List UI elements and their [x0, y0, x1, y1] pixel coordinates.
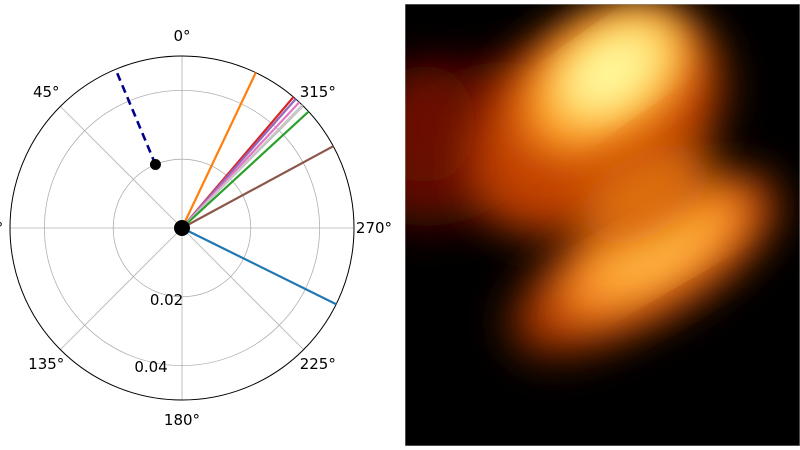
- series-line: [181, 227, 337, 306]
- theta-tick-label: 45°: [33, 83, 60, 101]
- heatmap-image: [405, 4, 800, 446]
- theta-tick-label: 225°: [300, 355, 336, 373]
- heatmap-blob: [570, 41, 650, 107]
- series-line: [181, 72, 257, 229]
- theta-tick-label: 315°: [300, 83, 336, 101]
- series-line: [114, 68, 157, 166]
- r-tick-label: 0.04: [134, 358, 167, 376]
- theta-gridline: [60, 227, 183, 350]
- theta-tick-label: 135°: [28, 355, 64, 373]
- series-line: [181, 104, 304, 229]
- r-gridline: [112, 158, 252, 298]
- r-gridline: [43, 89, 321, 367]
- theta-tick-label: 270°: [356, 219, 392, 237]
- heatmap-blob: [405, 64, 475, 184]
- heatmap-blob: [601, 213, 709, 285]
- polar-frame: [9, 55, 355, 401]
- data-point: [174, 220, 190, 236]
- series-line: [181, 110, 310, 229]
- theta-gridline: [181, 227, 304, 350]
- theta-tick-label: 0°: [173, 27, 190, 45]
- heatmap-blob: [581, 144, 709, 244]
- r-tick-label: 0.02: [150, 291, 183, 309]
- theta-tick-label: 180°: [164, 411, 200, 429]
- theta-gridline: [60, 106, 183, 229]
- polar-chart: 0° 45° 90° 135° 180° 225° 270° 315° 0.02 0.04: [0, 27, 392, 429]
- series-line: [181, 145, 334, 229]
- theta-tick-label: 90°: [0, 219, 3, 237]
- data-point: [149, 159, 161, 171]
